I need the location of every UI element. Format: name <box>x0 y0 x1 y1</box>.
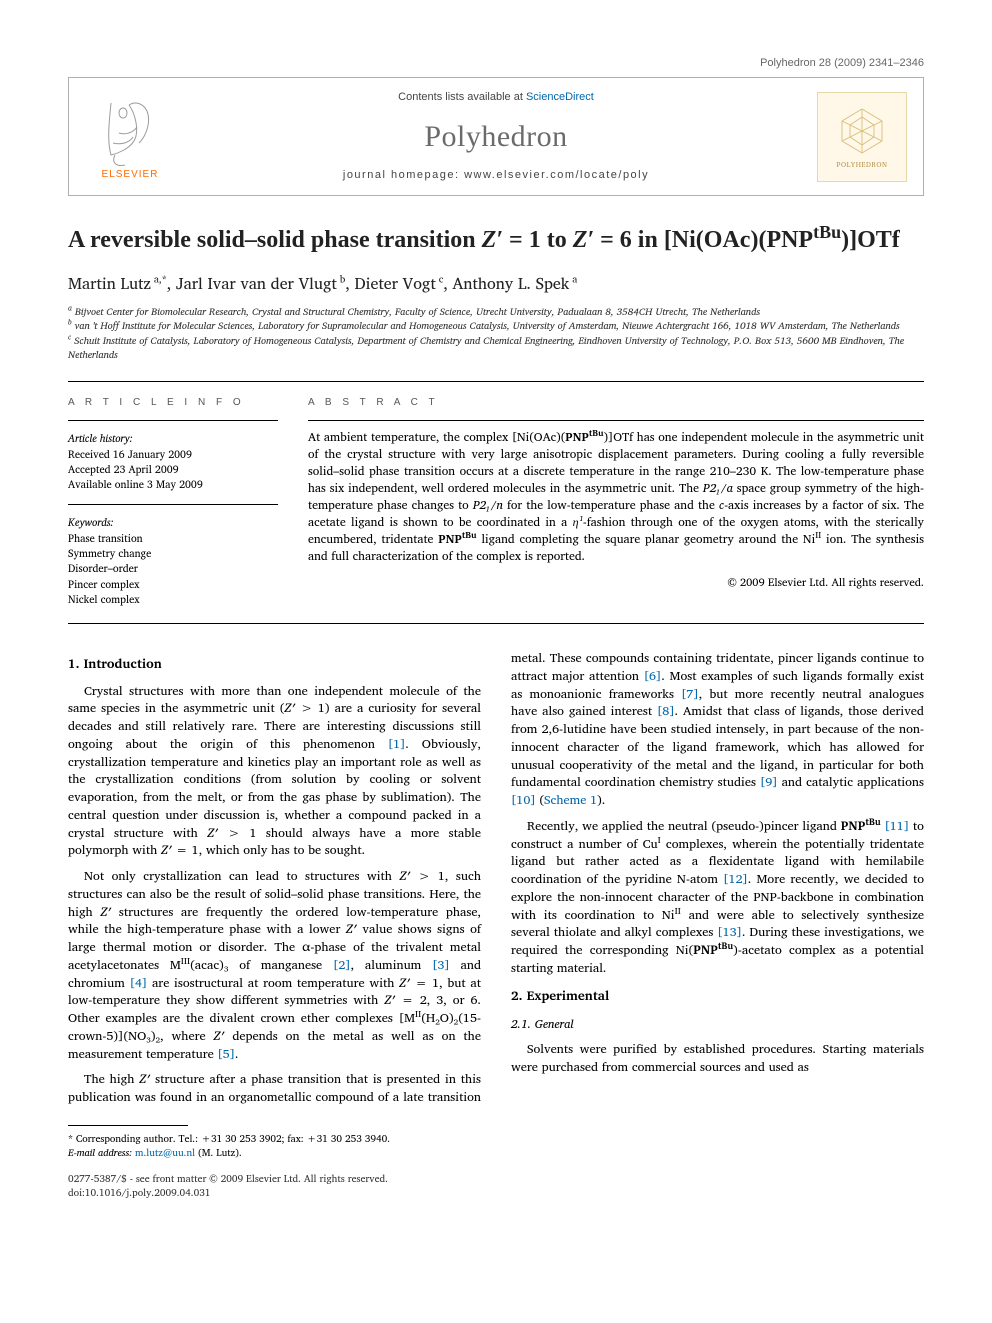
body-paragraph: Solvents were purified by established pr… <box>511 1041 924 1077</box>
journal-name: Polyhedron <box>189 116 803 158</box>
body-paragraph: Not only crystallization can lead to str… <box>68 868 481 1063</box>
doi-block: 0277-5387/$ - see front matter © 2009 El… <box>68 1172 924 1200</box>
ref-link[interactable]: [9] <box>760 772 778 792</box>
sciencedirect-link[interactable]: ScienceDirect <box>526 91 594 103</box>
abstract-label: A B S T R A C T <box>308 396 924 410</box>
body-columns: 1. Introduction Crystal structures with … <box>68 650 924 1107</box>
keywords-heading: Keywords: <box>68 515 278 530</box>
section-heading-intro: 1. Introduction <box>68 654 481 672</box>
history-heading: Article history: <box>68 431 278 446</box>
subsection-heading-general: 2.1. General <box>511 1016 924 1033</box>
publisher-logo: ELSEVIER <box>85 92 175 182</box>
divider <box>68 623 924 624</box>
copyright: © 2009 Elsevier Ltd. All rights reserved… <box>308 575 924 590</box>
footnote-divider <box>68 1125 188 1126</box>
section-heading-experimental: 2. Experimental <box>511 986 924 1004</box>
journal-homepage: journal homepage: www.elsevier.com/locat… <box>189 168 803 183</box>
publisher-name-text: ELSEVIER <box>102 169 159 180</box>
journal-header: ELSEVIER Contents lists available at Sci… <box>68 77 924 196</box>
scheme-link[interactable]: Scheme 1 <box>544 790 597 810</box>
abstract-block: A B S T R A C T At ambient temperature, … <box>308 396 924 607</box>
article-info-block: A R T I C L E I N F O Article history: R… <box>68 396 278 607</box>
authors-list: Martin Lutz a,*, Jarl Ivar van der Vlugt… <box>68 273 924 295</box>
article-title: A reversible solid–solid phase transitio… <box>68 224 924 256</box>
body-paragraph: Crystal structures with more than one in… <box>68 683 481 861</box>
history-online: Available online 3 May 2009 <box>68 477 278 492</box>
journal-cover-thumbnail: POLYHEDRON <box>817 92 907 182</box>
ref-link[interactable]: [10] <box>511 790 536 810</box>
keyword: Nickel complex <box>68 592 278 607</box>
journal-citation: Polyhedron 28 (2009) 2341–2346 <box>68 56 924 71</box>
affiliations: a Bijvoet Center for Biomolecular Resear… <box>68 305 924 363</box>
body-paragraph: Recently, we applied the neutral (pseudo… <box>511 818 924 978</box>
contents-line: Contents lists available at ScienceDirec… <box>189 90 803 105</box>
corresponding-author-footnote: * Corresponding author. Tel.: +31 30 253… <box>68 1132 462 1160</box>
ref-link[interactable]: [5] <box>217 1044 235 1064</box>
article-info-label: A R T I C L E I N F O <box>68 396 278 410</box>
email-link[interactable]: m.lutz@uu.nl <box>135 1145 195 1161</box>
divider <box>68 381 924 382</box>
abstract-text: At ambient temperature, the complex [Ni(… <box>308 429 924 565</box>
